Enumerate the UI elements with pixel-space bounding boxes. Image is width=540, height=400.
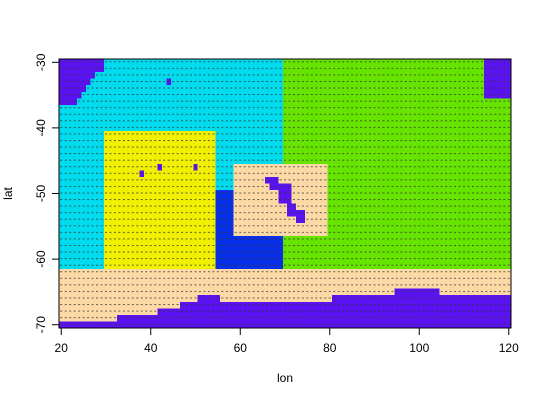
vector-field-overlay (59, 59, 511, 328)
y-tick-label: -60 (34, 250, 48, 268)
x-tick-label: 40 (144, 341, 158, 355)
x-tick-label: 80 (323, 341, 337, 355)
y-tick-label: -50 (34, 185, 48, 203)
y-tick-label: -30 (34, 53, 48, 71)
y-axis: -30 -40 -50 -60 -70 (34, 53, 59, 333)
x-tick-label: 100 (409, 341, 429, 355)
y-tick-label: -40 (34, 119, 48, 137)
x-axis: 20 40 60 80 100 120 (55, 328, 519, 355)
x-tick-label: 60 (234, 341, 248, 355)
y-axis-title: lat (1, 187, 15, 200)
x-axis-title: lon (277, 371, 293, 385)
y-tick-label: -70 (34, 316, 48, 334)
x-tick-label: 20 (55, 341, 69, 355)
x-tick-label: 120 (499, 341, 519, 355)
